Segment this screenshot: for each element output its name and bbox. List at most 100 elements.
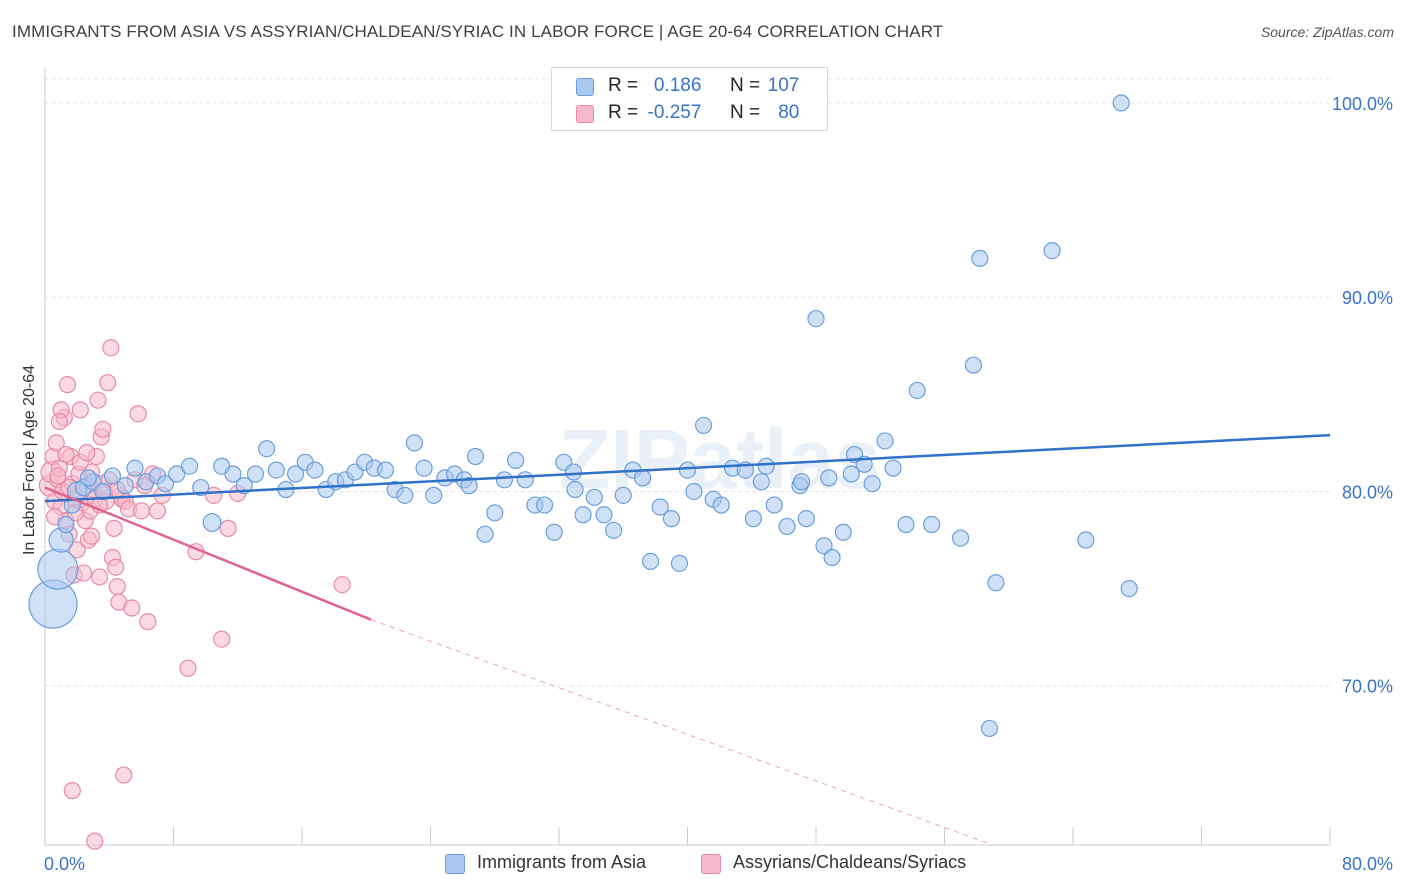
data-point-asia xyxy=(564,463,583,481)
data-point-assyrians xyxy=(148,502,167,520)
data-point-asia xyxy=(1043,241,1061,260)
data-point-assyrians xyxy=(107,558,125,576)
stats-row-assyrians: R = -0.257 N = 80 xyxy=(552,101,827,127)
data-point-assyrians xyxy=(132,502,150,520)
asia-legend-swatch xyxy=(445,854,465,874)
data-point-asia xyxy=(192,478,210,497)
data-point-asia xyxy=(180,457,199,475)
data-point-asia xyxy=(94,482,112,501)
data-point-asia xyxy=(224,465,242,483)
data-point-asia xyxy=(807,309,825,328)
data-point-asia xyxy=(495,471,513,489)
data-point-asia xyxy=(566,480,584,499)
data-point-asia xyxy=(694,416,713,435)
data-point-asia xyxy=(396,486,414,504)
stats-legend: R = 0.186 N = 107 R = -0.257 N = 80 xyxy=(551,67,828,131)
data-point-assyrians xyxy=(47,434,65,452)
data-point-asia xyxy=(405,434,424,452)
data-point-asia xyxy=(466,447,485,466)
assyrians-swatch xyxy=(576,105,594,123)
chart-source: Source: ZipAtlas.com xyxy=(1260,24,1394,40)
data-point-asia xyxy=(685,482,703,501)
data-point-asia xyxy=(641,552,660,570)
data-point-asia xyxy=(425,486,443,504)
data-point-asia xyxy=(57,515,75,534)
tick-labels: 70.0% 80.0% 90.0% 100.0% 0.0% 80.0% xyxy=(44,94,1393,874)
data-point-assyrians xyxy=(213,630,231,648)
data-point-assyrians xyxy=(108,578,126,596)
data-point-assyrians xyxy=(219,519,237,537)
x-tick-label-max: 80.0% xyxy=(1342,854,1393,874)
watermark: ZIPatlas xyxy=(559,412,881,506)
data-point-asia xyxy=(971,249,989,267)
data-point-asia xyxy=(765,496,783,514)
data-point-assyrians xyxy=(68,541,86,559)
data-point-asia xyxy=(37,548,79,590)
data-point-assyrians xyxy=(49,467,67,485)
trend-line-assyrians-extrapolated xyxy=(370,619,993,846)
data-point-asia xyxy=(103,467,122,485)
data-point-asia xyxy=(964,356,983,374)
data-point-assyrians xyxy=(58,376,77,394)
data-point-asia xyxy=(605,521,623,539)
data-point-asia xyxy=(116,477,134,495)
data-point-asia xyxy=(633,469,652,487)
legend-label-assyrians: Assyrians/Chaldeans/Syriacs xyxy=(733,852,967,872)
data-point-asia xyxy=(79,469,97,487)
data-point-asia xyxy=(286,465,305,483)
data-point-asia xyxy=(712,496,730,514)
legend-item-asia[interactable]: Immigrants from Asia xyxy=(445,851,685,877)
data-point-asia xyxy=(415,459,433,477)
data-point-asia xyxy=(923,515,941,534)
data-point-asia xyxy=(246,465,265,483)
n-value: 80 xyxy=(778,102,800,123)
data-point-asia xyxy=(156,475,175,493)
data-point-assyrians xyxy=(333,576,351,594)
stats-row-asia: R = 0.186 N = 107 xyxy=(552,74,827,100)
data-point-asia xyxy=(744,510,762,528)
data-point-asia xyxy=(516,471,534,489)
data-point-assyrians xyxy=(63,782,81,800)
data-point-asia xyxy=(535,496,554,514)
data-point-asia xyxy=(662,510,681,528)
data-point-asia xyxy=(884,459,902,477)
data-point-asia xyxy=(202,513,222,532)
data-point-asia xyxy=(460,477,478,495)
data-point-assyrians xyxy=(99,374,117,392)
data-point-asia xyxy=(834,523,852,541)
r-value: -0.257 xyxy=(647,102,702,123)
data-point-assyrians xyxy=(179,659,197,677)
data-point-assyrians xyxy=(78,444,96,462)
data-point-asia xyxy=(842,465,860,483)
data-point-asia xyxy=(168,465,186,483)
data-point-assyrians xyxy=(57,445,75,464)
assyrians-legend-swatch xyxy=(701,854,721,874)
gridlines xyxy=(45,78,1330,687)
data-point-asia xyxy=(876,432,894,450)
data-point-asia xyxy=(651,498,669,516)
data-point-asia xyxy=(1120,579,1138,598)
y-tick-label: 90.0% xyxy=(1342,288,1393,308)
data-point-asia xyxy=(267,461,285,479)
data-point-asia xyxy=(476,525,494,543)
data-point-assyrians xyxy=(71,401,89,419)
data-point-assyrians xyxy=(129,405,147,423)
x-tick-label-min: 0.0% xyxy=(44,854,85,874)
data-point-asia xyxy=(792,473,811,491)
legend-item-assyrians[interactable]: Assyrians/Chaldeans/Syriacs xyxy=(701,851,1011,877)
series-asia-points xyxy=(28,94,1138,738)
data-point-asia xyxy=(897,515,915,534)
data-point-asia xyxy=(126,459,144,477)
asia-swatch xyxy=(576,78,594,96)
trend-line-asia xyxy=(44,433,1331,503)
data-point-asia xyxy=(595,506,613,524)
data-point-asia xyxy=(1077,531,1095,549)
data-point-asia xyxy=(376,461,395,479)
data-point-asia xyxy=(823,548,841,567)
data-point-assyrians xyxy=(91,568,109,586)
data-point-asia xyxy=(980,719,999,738)
data-point-assyrians xyxy=(102,339,120,357)
data-point-asia xyxy=(987,574,1005,592)
y-tick-label: 100.0% xyxy=(1332,94,1393,114)
